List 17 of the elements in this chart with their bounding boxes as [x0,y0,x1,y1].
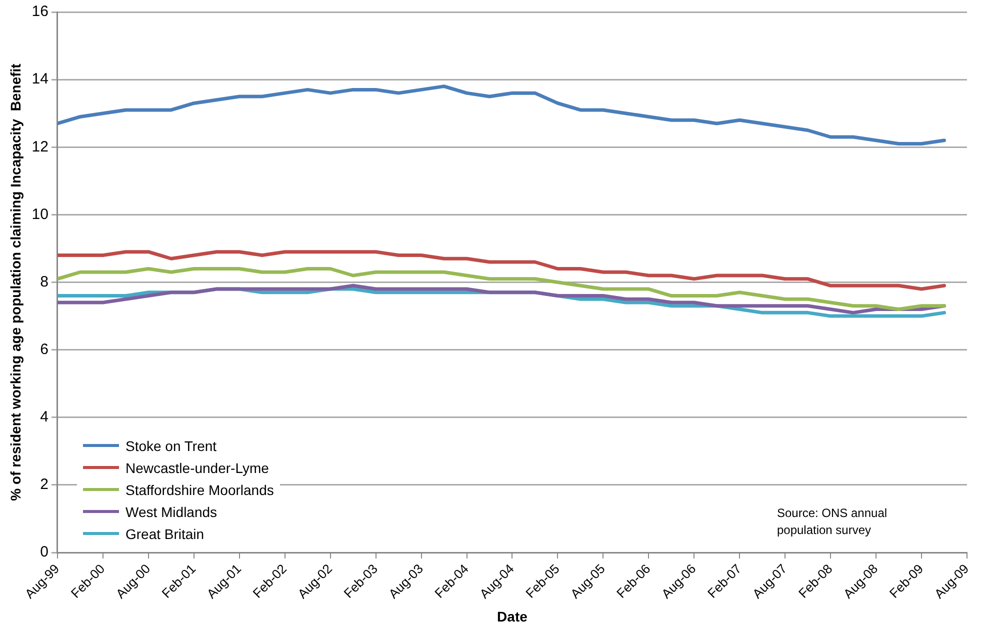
y-tick-label: 2 [40,476,48,494]
legend-label: West Midlands [125,504,218,520]
legend-label: Great Britain [125,526,204,542]
legend-label: Stoke on Trent [125,438,217,454]
y-tick-label: 12 [32,138,48,156]
y-tick-label: 0 [40,544,48,561]
y-tick-label: 4 [40,408,48,426]
y-tick-label: 6 [40,340,48,358]
y-tick-label: 14 [32,70,48,88]
legend-label: Newcastle-under-Lyme [125,460,269,476]
x-axis-title: Date [497,608,528,624]
y-tick-label: 16 [32,3,48,20]
legend-label: Staffordshire Moorlands [125,482,274,498]
y-axis-title: % of resident working age population claiming Incapacity Benefit [7,63,24,501]
y-tick-label: 10 [32,206,48,223]
annotation: Source: ONS annual population survey [776,504,888,539]
y-tick-label: 8 [40,273,48,290]
